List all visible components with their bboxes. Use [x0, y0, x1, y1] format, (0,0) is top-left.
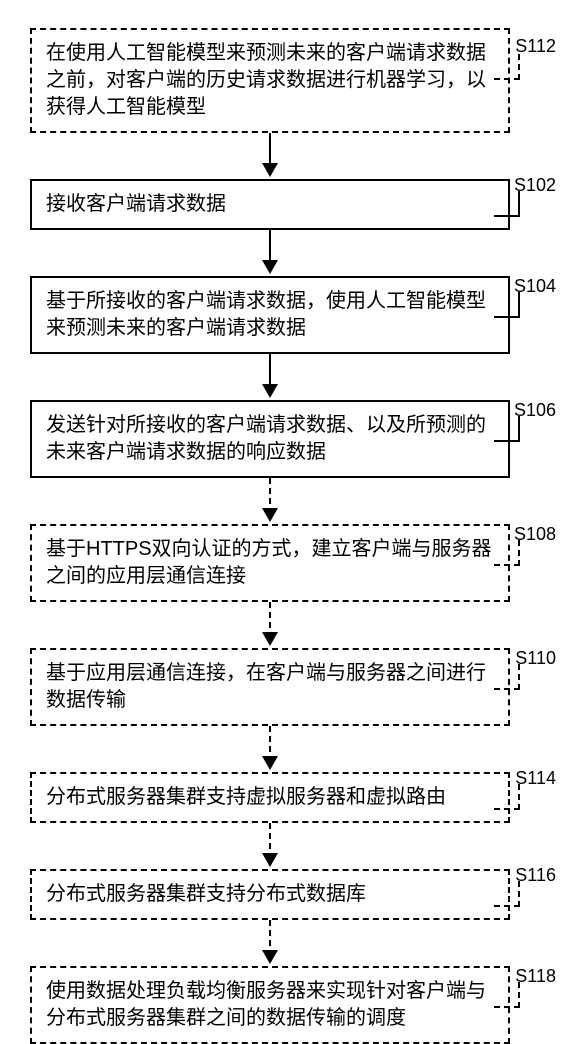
- step-label: S116: [515, 863, 556, 887]
- step-label: S118: [515, 964, 556, 988]
- flow-node-s108: 基于HTTPS双向认证的方式，建立客户端与服务器之间的应用层通信连接S108: [30, 524, 510, 602]
- arrow: [30, 602, 510, 648]
- node-text: 使用数据处理负载均衡服务器来实现针对客户端与分布式服务器集群之间的数据传输的调度: [46, 980, 486, 1029]
- arrow: [30, 823, 510, 869]
- flow-node-s116: 分布式服务器集群支持分布式数据库S116: [30, 869, 510, 920]
- arrow: [30, 230, 510, 276]
- flow-node-s112: 在使用人工智能模型来预测未来的客户端请求数据之前，对客户端的历史请求数据进行机器…: [30, 28, 510, 133]
- arrow-head-icon: [262, 508, 278, 522]
- arrow-head-icon: [262, 384, 278, 398]
- node-text: 基于HTTPS双向认证的方式，建立客户端与服务器之间的应用层通信连接: [46, 538, 492, 587]
- step-label: S112: [515, 34, 556, 58]
- arrow: [30, 920, 510, 966]
- step-label: S108: [514, 522, 556, 546]
- arrow: [30, 133, 510, 179]
- node-text: 分布式服务器集群支持虚拟服务器和虚拟路由: [46, 786, 446, 808]
- arrow-head-icon: [262, 853, 278, 867]
- step-label: S102: [514, 173, 556, 197]
- flow-node-s118: 使用数据处理负载均衡服务器来实现针对客户端与分布式服务器集群之间的数据传输的调度…: [30, 966, 510, 1044]
- flow-node-s104: 基于所接收的客户端请求数据，使用人工智能模型来预测未来的客户端请求数据S104: [30, 276, 510, 354]
- flowchart-container: 在使用人工智能模型来预测未来的客户端请求数据之前，对客户端的历史请求数据进行机器…: [30, 28, 530, 1044]
- arrow: [30, 478, 510, 524]
- step-label: S114: [515, 766, 556, 790]
- step-label: S110: [515, 646, 556, 670]
- step-label: S106: [514, 398, 556, 422]
- node-text: 分布式服务器集群支持分布式数据库: [46, 883, 366, 905]
- flow-node-s110: 基于应用层通信连接，在客户端与服务器之间进行数据传输S110: [30, 648, 510, 726]
- arrow-head-icon: [262, 260, 278, 274]
- node-text: 基于应用层通信连接，在客户端与服务器之间进行数据传输: [46, 662, 486, 711]
- arrow-head-icon: [262, 756, 278, 770]
- node-text: 基于所接收的客户端请求数据，使用人工智能模型来预测未来的客户端请求数据: [46, 290, 486, 339]
- flow-node-s102: 接收客户端请求数据S102: [30, 179, 510, 230]
- node-text: 接收客户端请求数据: [46, 193, 226, 215]
- arrow-head-icon: [262, 163, 278, 177]
- node-text: 发送针对所接收的客户端请求数据、以及所预测的未来客户端请求数据的响应数据: [46, 414, 486, 463]
- step-label: S104: [514, 274, 556, 298]
- flow-node-s106: 发送针对所接收的客户端请求数据、以及所预测的未来客户端请求数据的响应数据S106: [30, 400, 510, 478]
- arrow: [30, 354, 510, 400]
- arrow-head-icon: [262, 950, 278, 964]
- arrow-head-icon: [262, 632, 278, 646]
- node-text: 在使用人工智能模型来预测未来的客户端请求数据之前，对客户端的历史请求数据进行机器…: [46, 42, 486, 118]
- arrow: [30, 726, 510, 772]
- flow-node-s114: 分布式服务器集群支持虚拟服务器和虚拟路由S114: [30, 772, 510, 823]
